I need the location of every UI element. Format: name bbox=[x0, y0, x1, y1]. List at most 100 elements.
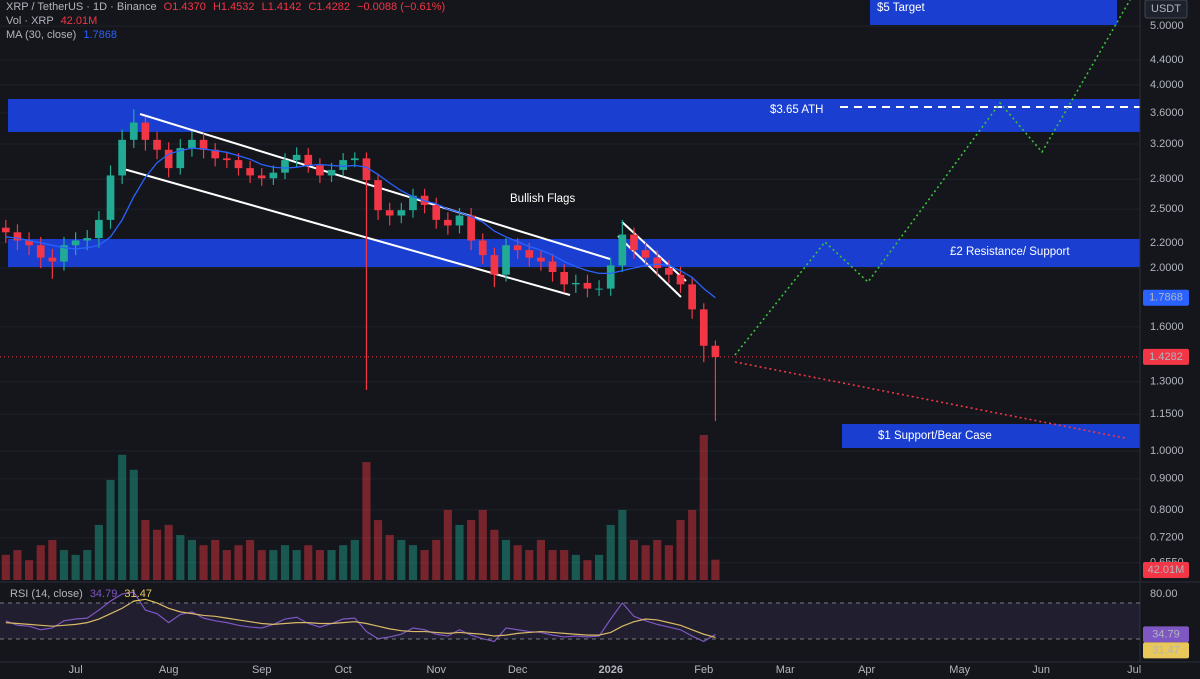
x-tick-label: Jul bbox=[1127, 664, 1141, 676]
candle-body bbox=[1, 227, 10, 233]
volume-bar bbox=[536, 539, 545, 580]
volume-bar bbox=[257, 550, 266, 580]
candle-body bbox=[583, 282, 592, 289]
y-tick-label: 0.7200 bbox=[1150, 532, 1184, 544]
x-tick-label: Jul bbox=[69, 664, 83, 676]
x-tick-label: Apr bbox=[858, 664, 875, 676]
volume-bar bbox=[141, 520, 150, 580]
ath-zone bbox=[8, 99, 1140, 132]
volume-bar bbox=[443, 509, 452, 580]
volume-bar bbox=[59, 550, 69, 580]
currency-box bbox=[1144, 0, 1188, 19]
close-label: C1.4282 bbox=[308, 1, 350, 13]
candle-body bbox=[246, 168, 254, 176]
candle-body bbox=[467, 215, 475, 241]
symbol: XRP / TetherUS · 1D · Binance bbox=[6, 1, 157, 13]
volume-bar bbox=[653, 539, 662, 580]
rsi-line bbox=[5, 598, 716, 638]
ma-value: 1.7868 bbox=[83, 29, 117, 41]
candle-body bbox=[257, 175, 266, 179]
volume-bar bbox=[548, 550, 557, 580]
target-label: $5 Target bbox=[877, 2, 926, 14]
volume-bar bbox=[246, 539, 255, 580]
currency: USDT bbox=[1151, 3, 1181, 15]
volume-bar bbox=[490, 529, 499, 580]
volume-bar bbox=[664, 545, 673, 580]
rsi-tag bbox=[1143, 626, 1189, 643]
volume-bar bbox=[71, 554, 80, 580]
volume-bar bbox=[385, 535, 394, 580]
candle-body bbox=[571, 282, 580, 285]
candle-body bbox=[653, 257, 662, 269]
volume-name: Vol · XRP bbox=[6, 15, 54, 27]
candle-body bbox=[455, 215, 464, 226]
price-tag bbox=[1143, 348, 1189, 365]
rsi-tag bbox=[1143, 642, 1189, 659]
volume-bar bbox=[152, 529, 162, 580]
candle-body bbox=[222, 158, 231, 161]
volume-bar bbox=[420, 550, 429, 580]
candle-body bbox=[560, 272, 569, 285]
x-tick-label: Jun bbox=[1032, 664, 1050, 676]
volume-bar bbox=[350, 539, 359, 580]
volume-bar bbox=[641, 545, 650, 580]
open-label: O1.4370 bbox=[164, 1, 206, 13]
y-tick-label: 3.6000 bbox=[1150, 107, 1184, 119]
candle-body bbox=[164, 149, 173, 169]
rsi-tag-label: 34.79 bbox=[1152, 628, 1180, 640]
candle-body bbox=[618, 234, 627, 266]
volume-bar bbox=[187, 539, 197, 580]
candle-body bbox=[688, 284, 696, 310]
volume-bar bbox=[711, 559, 720, 580]
candle-body bbox=[362, 158, 371, 181]
candle-body bbox=[48, 257, 57, 262]
volume-bar bbox=[48, 539, 57, 580]
ath-label: $3.65 ATH bbox=[770, 104, 824, 116]
volume-bar bbox=[199, 545, 208, 580]
candle-body bbox=[665, 268, 673, 275]
volume-bar bbox=[304, 545, 313, 580]
candle-body bbox=[548, 261, 557, 273]
volume-bar bbox=[571, 554, 580, 580]
rsi-line bbox=[5, 591, 716, 643]
y-tick-label: 80.00 bbox=[1150, 588, 1178, 600]
y-tick-label: 2.2000 bbox=[1150, 237, 1184, 249]
ma-name: MA (30, close) bbox=[6, 29, 76, 41]
volume-tag bbox=[1143, 562, 1189, 578]
candle-body bbox=[281, 160, 289, 173]
candle-body bbox=[525, 250, 534, 258]
candle-body bbox=[188, 139, 196, 149]
candle-body bbox=[60, 245, 68, 262]
x-tick-label: Aug bbox=[159, 664, 179, 676]
y-tick-label: 3.2000 bbox=[1150, 138, 1184, 150]
overlay: Jul Aug Sep Oct Nov Dec 2026 Feb Mar Apr May Jun Jul… bbox=[69, 20, 1189, 676]
volume-bar bbox=[467, 520, 476, 580]
volume-bar bbox=[676, 520, 685, 580]
low-label: L1.4142 bbox=[262, 1, 302, 13]
volume-bar bbox=[94, 524, 103, 580]
candle-body bbox=[71, 240, 80, 246]
volume-bar bbox=[478, 509, 487, 580]
candle-body bbox=[444, 219, 452, 226]
volume-bar bbox=[606, 524, 615, 580]
volume-bar bbox=[629, 539, 639, 580]
x-tick-label: 2026 bbox=[598, 664, 622, 676]
volume-bar bbox=[432, 539, 441, 580]
y-tick-label: 0.8000 bbox=[1150, 504, 1184, 516]
candle-body bbox=[595, 288, 603, 290]
candle-body bbox=[478, 240, 487, 256]
candle-body bbox=[199, 139, 208, 150]
volume-bar bbox=[408, 545, 418, 580]
candle-body bbox=[676, 274, 685, 285]
candle-body bbox=[374, 180, 382, 211]
candle-body bbox=[350, 158, 359, 161]
volume-value: 42.01M bbox=[61, 15, 98, 27]
x-tick-label: Feb bbox=[694, 664, 713, 676]
flag-bottom bbox=[617, 235, 682, 298]
candle-body bbox=[36, 245, 45, 258]
candle-body bbox=[269, 172, 278, 179]
resistance-label: £2 Resistance/ Support bbox=[950, 246, 1070, 258]
rsi-value: 34.79 bbox=[90, 588, 118, 600]
support-zone bbox=[842, 424, 1140, 448]
